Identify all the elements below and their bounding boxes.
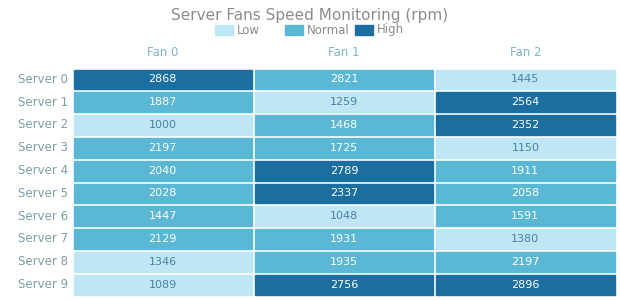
- Bar: [255, 184, 433, 203]
- Text: 1931: 1931: [330, 234, 358, 244]
- Bar: [255, 252, 433, 272]
- Text: 1887: 1887: [148, 97, 177, 107]
- Text: 2896: 2896: [511, 280, 539, 290]
- Text: 2756: 2756: [330, 280, 358, 290]
- Text: 1380: 1380: [512, 234, 539, 244]
- Text: Server 5: Server 5: [18, 187, 68, 200]
- Text: 2821: 2821: [330, 74, 358, 84]
- Bar: [255, 206, 433, 226]
- Bar: [255, 92, 433, 112]
- Bar: [436, 275, 614, 295]
- Bar: [74, 275, 252, 295]
- Text: Server 2: Server 2: [18, 118, 68, 131]
- Text: 2352: 2352: [512, 120, 539, 130]
- Text: 1048: 1048: [330, 211, 358, 221]
- Text: Server Fans Speed Monitoring (rpm): Server Fans Speed Monitoring (rpm): [172, 8, 448, 23]
- Bar: [74, 92, 252, 112]
- Bar: [74, 138, 252, 158]
- Text: 2564: 2564: [512, 97, 539, 107]
- Bar: [355, 25, 373, 35]
- Text: Server 7: Server 7: [18, 232, 68, 245]
- Text: Server 1: Server 1: [18, 96, 68, 109]
- Bar: [74, 206, 252, 226]
- Text: Server 0: Server 0: [18, 73, 68, 86]
- Text: 2040: 2040: [149, 166, 177, 176]
- Text: 1591: 1591: [512, 211, 539, 221]
- Text: 2868: 2868: [148, 74, 177, 84]
- Bar: [74, 115, 252, 135]
- Bar: [436, 184, 614, 203]
- Bar: [255, 70, 433, 89]
- Text: 1000: 1000: [149, 120, 177, 130]
- Text: 2197: 2197: [148, 143, 177, 153]
- Text: 1150: 1150: [512, 143, 539, 153]
- Bar: [74, 229, 252, 249]
- Text: Low: Low: [237, 23, 260, 37]
- Text: 1445: 1445: [512, 74, 539, 84]
- Text: Fan 1: Fan 1: [328, 46, 360, 59]
- Text: 2028: 2028: [148, 188, 177, 198]
- Text: 1089: 1089: [149, 280, 177, 290]
- Text: Server 3: Server 3: [18, 141, 68, 154]
- Text: Fan 2: Fan 2: [510, 46, 541, 59]
- Bar: [436, 115, 614, 135]
- Text: 1259: 1259: [330, 97, 358, 107]
- Bar: [255, 115, 433, 135]
- Bar: [255, 275, 433, 295]
- Bar: [255, 138, 433, 158]
- Bar: [436, 252, 614, 272]
- Bar: [74, 184, 252, 203]
- Text: 2197: 2197: [511, 257, 539, 267]
- Bar: [436, 206, 614, 226]
- Text: 2129: 2129: [148, 234, 177, 244]
- Text: Server 8: Server 8: [18, 255, 68, 268]
- Text: 1911: 1911: [512, 166, 539, 176]
- Text: Server 4: Server 4: [18, 164, 68, 177]
- Bar: [74, 161, 252, 181]
- Bar: [436, 92, 614, 112]
- Text: 2058: 2058: [512, 188, 539, 198]
- Bar: [74, 70, 252, 89]
- Text: Server 6: Server 6: [18, 210, 68, 223]
- Bar: [255, 161, 433, 181]
- Bar: [74, 252, 252, 272]
- Text: Normal: Normal: [307, 23, 350, 37]
- Bar: [255, 229, 433, 249]
- Text: 1935: 1935: [330, 257, 358, 267]
- Bar: [436, 229, 614, 249]
- Bar: [436, 70, 614, 89]
- Text: 1346: 1346: [149, 257, 177, 267]
- Text: 2337: 2337: [330, 188, 358, 198]
- Bar: [285, 25, 303, 35]
- Text: Server 9: Server 9: [18, 278, 68, 291]
- Bar: [436, 138, 614, 158]
- Text: High: High: [377, 23, 404, 37]
- Text: Fan 0: Fan 0: [147, 46, 179, 59]
- Text: 1447: 1447: [148, 211, 177, 221]
- Text: 1725: 1725: [330, 143, 358, 153]
- Bar: [436, 161, 614, 181]
- Text: 1468: 1468: [330, 120, 358, 130]
- Bar: [215, 25, 233, 35]
- Text: 2789: 2789: [330, 166, 358, 176]
